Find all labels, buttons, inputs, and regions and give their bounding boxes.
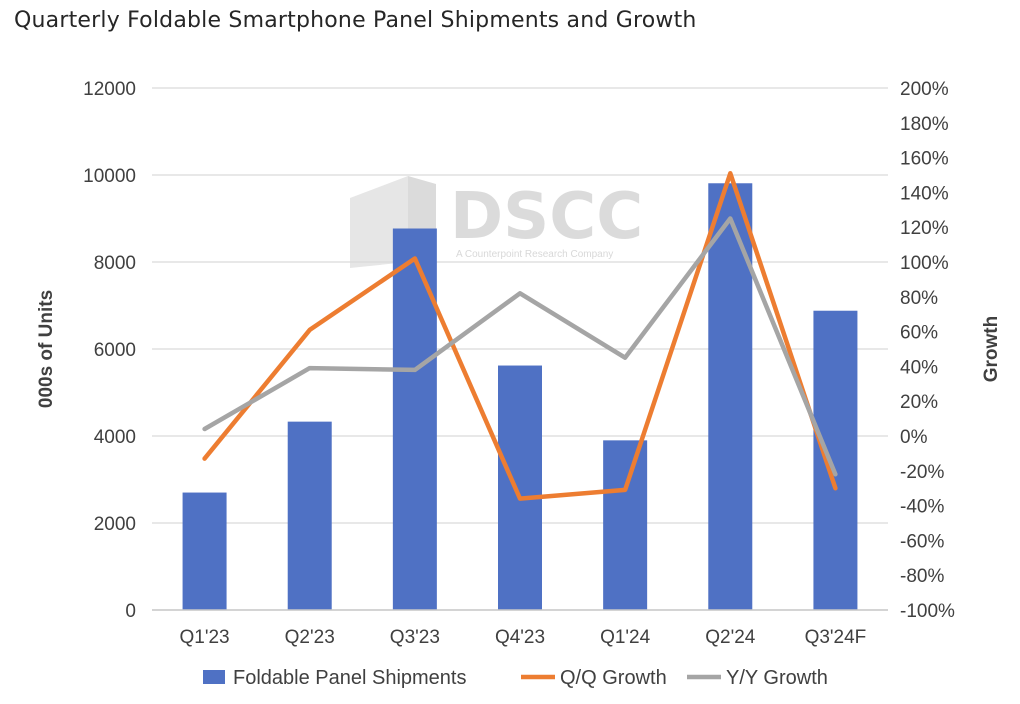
chart-title: Quarterly Foldable Smartphone Panel Ship…	[14, 8, 697, 33]
y2-tick-label: -20%	[900, 462, 944, 483]
y-tick-label: 6000	[94, 340, 136, 361]
y2-tick-label: 0%	[900, 427, 928, 448]
x-tick-label: Q3'24F	[805, 627, 867, 648]
y2-tick-label: 160%	[900, 149, 949, 170]
y2-tick-label: -100%	[900, 601, 955, 622]
y2-tick-label: -80%	[900, 566, 944, 587]
y-tick-label: 2000	[94, 514, 136, 535]
bar-shipments	[182, 492, 227, 610]
bar-shipments	[287, 421, 332, 610]
x-tick-label: Q1'24	[600, 627, 651, 648]
y-tick-label: 4000	[94, 427, 136, 448]
watermark-tagline: A Counterpoint Research Company	[456, 249, 613, 260]
x-tick-label: Q4'23	[495, 627, 545, 648]
legend-label: Foldable Panel Shipments	[233, 667, 466, 689]
y2-tick-label: 120%	[900, 218, 949, 239]
x-tick-label: Q3'23	[390, 627, 440, 648]
y-tick-label: 12000	[83, 79, 136, 100]
bar-shipments	[603, 440, 648, 610]
y2-tick-label: 200%	[900, 79, 949, 100]
x-tick-label: Q2'23	[285, 627, 335, 648]
y2-tick-label: -60%	[900, 531, 944, 552]
y2-tick-label: 40%	[900, 357, 938, 378]
y-tick-label: 0	[125, 601, 136, 622]
bar-shipments	[498, 365, 542, 610]
y2-tick-label: 180%	[900, 114, 949, 135]
y-axis-title: 000s of Units	[36, 290, 57, 408]
y2-axis-title: Growth	[981, 316, 1002, 383]
y2-tick-label: 100%	[900, 253, 949, 274]
bar-shipments	[708, 183, 753, 610]
y2-tick-label: 140%	[900, 183, 949, 204]
y-tick-label: 10000	[83, 166, 136, 187]
y2-tick-label: -40%	[900, 497, 944, 518]
x-tick-label: Q1'23	[180, 627, 230, 648]
bar-shipments	[392, 228, 437, 610]
y2-tick-label: 80%	[900, 288, 938, 309]
y2-tick-label: 20%	[900, 392, 938, 413]
y-tick-label: 8000	[94, 253, 136, 274]
line-qq-growth	[202, 171, 838, 501]
y2-tick-label: 60%	[900, 323, 938, 344]
legend-label: Q/Q Growth	[560, 667, 667, 689]
bar-shipments	[813, 310, 858, 610]
watermark-brand: DSCC	[450, 180, 643, 254]
x-tick-label: Q2'24	[705, 627, 756, 648]
legend-swatch-bar	[203, 670, 225, 684]
legend-label: Y/Y Growth	[726, 667, 828, 689]
line-yy-growth	[202, 216, 838, 477]
